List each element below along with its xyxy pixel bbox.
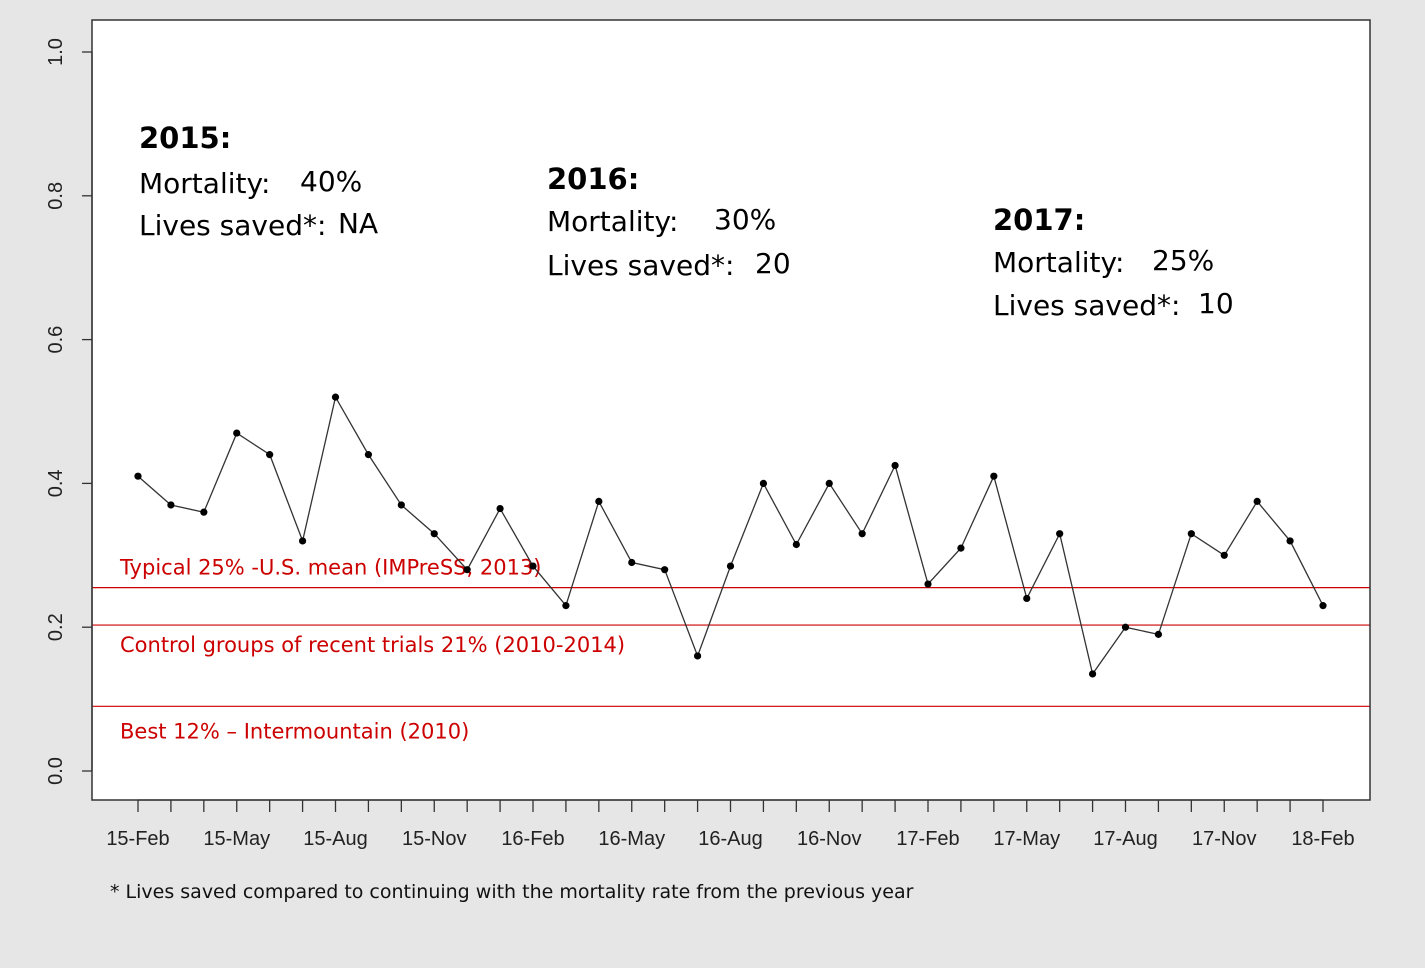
annotation-year: 2017: <box>993 203 1085 237</box>
data-point <box>397 501 405 509</box>
x-tick-label: 16-Nov <box>797 828 861 850</box>
data-point <box>628 558 636 567</box>
annotation-lives-label: Lives saved*: <box>139 209 326 242</box>
y-tick-label: 0.8 <box>45 182 67 210</box>
annotation-mortality-label: Mortality: <box>993 246 1124 279</box>
data-point <box>200 508 208 516</box>
x-tick-label: 15-Nov <box>402 828 466 850</box>
y-tick-label: 0.0 <box>45 757 67 785</box>
data-point <box>1319 602 1327 610</box>
x-tick-label: 15-May <box>203 828 270 850</box>
x-tick-label: 16-Feb <box>501 828 564 850</box>
plot-background <box>92 20 1370 800</box>
data-point <box>1187 530 1195 538</box>
reference-line-label: Control groups of recent trials 21% (201… <box>120 633 625 657</box>
annotation-mortality-label: Mortality: <box>547 205 678 238</box>
x-axis: 15-Feb 15-May 15-Aug 15-Nov 16-Feb 16-May 16-A… <box>106 799 1355 850</box>
x-tick-label: 17-May <box>993 828 1060 850</box>
data-point <box>1286 537 1294 545</box>
data-point <box>134 472 142 480</box>
y-tick-label: 1.0 <box>45 38 67 66</box>
y-tick-label: 0.2 <box>45 613 67 641</box>
data-point <box>233 429 241 437</box>
data-point <box>661 566 669 574</box>
reference-line-label: Best 12% – Intermountain (2010) <box>120 719 469 743</box>
x-tick-label: 15-Aug <box>303 828 368 850</box>
annotation-lives-value: NA <box>338 207 378 240</box>
data-point <box>1220 551 1228 559</box>
data-point <box>1088 670 1097 678</box>
annotation-mortality-value: 40% <box>300 165 362 198</box>
x-tick-label: 17-Feb <box>896 828 959 850</box>
annotation-mortality-label: Mortality: <box>139 167 270 200</box>
plot-frame <box>91 19 1371 801</box>
series-group <box>134 393 1327 678</box>
data-point <box>167 501 175 509</box>
x-tick-label: 16-Aug <box>698 828 763 850</box>
data-point <box>990 472 998 480</box>
data-point <box>825 479 833 487</box>
data-point <box>562 602 570 610</box>
data-point <box>726 562 735 570</box>
annotation-year: 2016: <box>547 162 639 196</box>
x-tick-label: 15-Feb <box>106 828 169 850</box>
data-point <box>1056 530 1064 538</box>
data-point <box>693 652 702 660</box>
data-point <box>1121 623 1130 631</box>
data-point <box>529 562 537 570</box>
data-point <box>1154 630 1163 638</box>
x-tick-label: 17-Aug <box>1093 828 1158 850</box>
annotation-lives-label: Lives saved*: <box>547 249 734 282</box>
annotations: 2015: Mortality: 40% Lives saved*: NA 2016: Mo… <box>139 121 1234 322</box>
reference-line-label: Typical 25% -U.S. mean (IMPreSS, 2013) <box>119 556 542 580</box>
data-point <box>331 393 340 401</box>
data-point <box>858 530 866 538</box>
data-point <box>1253 497 1261 505</box>
reference-lines: Typical 25% -U.S. mean (IMPreSS, 2013) Co… <box>92 556 1370 743</box>
data-point <box>1023 594 1031 603</box>
data-point <box>957 544 965 552</box>
data-point <box>792 540 800 549</box>
data-point <box>364 451 373 459</box>
data-point <box>266 451 274 459</box>
annotation-year: 2015: <box>139 121 231 155</box>
data-point <box>595 497 603 505</box>
annotation-mortality-value: 30% <box>714 203 776 236</box>
y-axis: 0.0 0.2 0.4 0.6 0.8 1.0 <box>45 38 93 785</box>
data-point <box>430 530 438 538</box>
data-point <box>891 461 899 470</box>
annotation-lives-value: 10 <box>1198 287 1234 320</box>
x-tick-label: 16-May <box>598 828 665 850</box>
data-point <box>759 479 768 487</box>
y-tick-label: 0.4 <box>45 469 67 497</box>
data-point <box>463 566 471 574</box>
data-point <box>924 580 932 588</box>
annotation-lives-label: Lives saved*: <box>993 289 1180 322</box>
x-tick-label: 18-Feb <box>1291 828 1354 850</box>
y-tick-label: 0.6 <box>45 326 67 354</box>
annotation-mortality-value: 25% <box>1152 244 1214 277</box>
data-point <box>496 504 504 513</box>
data-point <box>298 537 307 545</box>
footnote: * Lives saved compared to continuing wit… <box>110 881 914 903</box>
x-tick-label: 17-Nov <box>1192 828 1256 850</box>
annotation-lives-value: 20 <box>755 247 791 280</box>
